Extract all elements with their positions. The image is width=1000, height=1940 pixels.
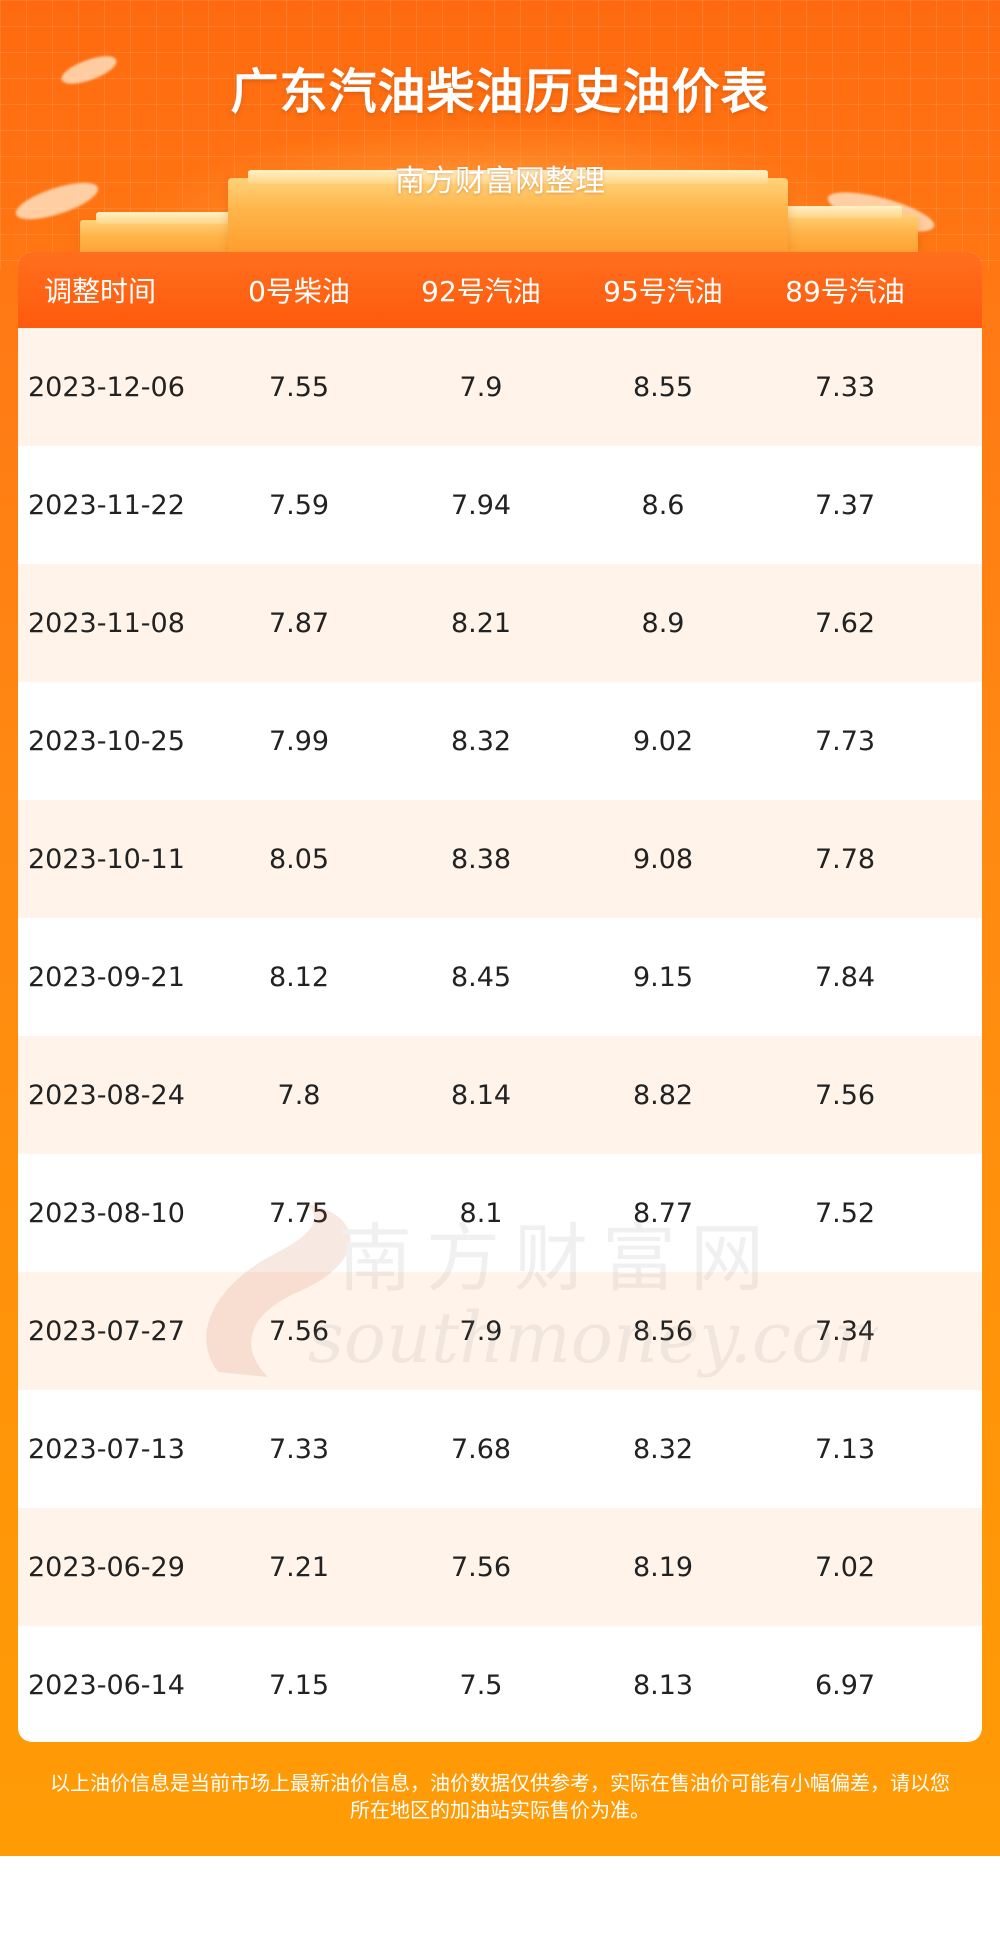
cell-gasoline-92: 7.9 (459, 1315, 503, 1347)
cell-date: 2023-10-25 (28, 725, 185, 757)
cell-gasoline-92: 7.56 (450, 1551, 512, 1583)
cell-diesel-0: 8.12 (268, 961, 330, 993)
cell-gasoline-92: 7.94 (450, 489, 512, 521)
cell-gasoline-95: 8.9 (641, 607, 685, 639)
table-row: 2023-11-08 7.87 8.21 8.9 7.62 (18, 564, 982, 682)
column-header-date: 调整时间 (44, 275, 157, 308)
cell-gasoline-89: 7.62 (814, 607, 876, 639)
column-header-gasoline-92: 92号汽油 (421, 275, 541, 308)
bottom-blank-area (0, 1856, 1000, 1940)
cell-date: 2023-12-06 (28, 371, 185, 403)
price-table-card: 调整时间 0号柴油 92号汽油 95号汽油 89号汽油 2023-12-06 7… (18, 252, 982, 1742)
cell-date: 2023-08-24 (28, 1079, 185, 1111)
cell-gasoline-95: 8.82 (632, 1079, 694, 1111)
cell-gasoline-89: 7.78 (814, 843, 876, 875)
cell-diesel-0: 7.56 (268, 1315, 330, 1347)
cell-gasoline-89: 7.84 (814, 961, 876, 993)
cell-date: 2023-08-10 (28, 1197, 185, 1229)
page-subtitle: 南方财富网整理 (395, 164, 605, 199)
cell-gasoline-95: 8.19 (632, 1551, 694, 1583)
cell-gasoline-92: 8.14 (450, 1079, 512, 1111)
disclaimer-note: 以上油价信息是当前市场上最新油价信息，油价数据仅供参考，实际在售油价可能有小幅偏… (0, 1770, 1000, 1824)
cell-diesel-0: 7.59 (268, 489, 330, 521)
cell-gasoline-89: 7.37 (814, 489, 876, 521)
table-header-row: 调整时间 0号柴油 92号汽油 95号汽油 89号汽油 (18, 252, 982, 328)
decorative-block-center (228, 178, 788, 258)
cell-diesel-0: 7.87 (268, 607, 330, 639)
table-row: 2023-09-21 8.12 8.45 9.15 7.84 (18, 918, 982, 1036)
cell-gasoline-89: 7.33 (814, 371, 876, 403)
cell-date: 2023-06-14 (28, 1669, 185, 1701)
cell-diesel-0: 7.33 (268, 1433, 330, 1465)
cell-diesel-0: 7.8 (277, 1079, 321, 1111)
cell-gasoline-95: 8.13 (632, 1669, 694, 1701)
table-row: 2023-10-11 8.05 8.38 9.08 7.78 (18, 800, 982, 918)
cell-gasoline-95: 8.77 (632, 1197, 694, 1229)
disclaimer-line-1: 以上油价信息是当前市场上最新油价信息，油价数据仅供参考，实际在售油价可能有小幅偏… (50, 1771, 950, 1795)
cell-diesel-0: 7.55 (268, 371, 330, 403)
cell-gasoline-92: 8.1 (459, 1197, 503, 1229)
page-title: 广东汽油柴油历史油价表 (230, 64, 770, 120)
cell-gasoline-95: 8.55 (632, 371, 694, 403)
table-row: 2023-08-10 7.75 8.1 8.77 7.52 (18, 1154, 982, 1272)
cell-gasoline-89: 7.52 (814, 1197, 876, 1229)
table-row: 2023-12-06 7.55 7.9 8.55 7.33 (18, 328, 982, 446)
cell-date: 2023-10-11 (28, 843, 185, 875)
table-row: 2023-10-25 7.99 8.32 9.02 7.73 (18, 682, 982, 800)
cell-gasoline-95: 9.08 (632, 843, 694, 875)
cell-gasoline-92: 8.32 (450, 725, 512, 757)
cell-date: 2023-09-21 (28, 961, 185, 993)
cell-gasoline-95: 9.15 (632, 961, 694, 993)
cell-gasoline-92: 7.9 (459, 371, 503, 403)
cell-date: 2023-07-27 (28, 1315, 185, 1347)
table-row: 2023-07-13 7.33 7.68 8.32 7.13 (18, 1390, 982, 1508)
column-header-gasoline-89: 89号汽油 (785, 275, 905, 308)
cell-gasoline-89: 7.02 (814, 1551, 876, 1583)
decorative-block-center-top (248, 170, 768, 184)
cell-gasoline-92: 7.5 (459, 1669, 503, 1701)
cell-date: 2023-06-29 (28, 1551, 185, 1583)
cell-gasoline-95: 8.6 (641, 489, 685, 521)
cell-gasoline-92: 7.68 (450, 1433, 512, 1465)
poster: 广东汽油柴油历史油价表 南方财富网整理 调整时间 0号柴油 92号汽油 95号汽… (0, 0, 1000, 1856)
table-row: 2023-11-22 7.59 7.94 8.6 7.37 (18, 446, 982, 564)
column-header-diesel-0: 0号柴油 (248, 275, 350, 308)
cell-gasoline-95: 8.56 (632, 1315, 694, 1347)
table-row: 2023-06-14 7.15 7.5 8.13 6.97 (18, 1626, 982, 1742)
cell-gasoline-89: 6.97 (814, 1669, 876, 1701)
cell-diesel-0: 7.75 (268, 1197, 330, 1229)
cell-gasoline-89: 7.13 (814, 1433, 876, 1465)
cell-gasoline-92: 8.21 (450, 607, 512, 639)
cell-diesel-0: 7.99 (268, 725, 330, 757)
cell-gasoline-92: 8.38 (450, 843, 512, 875)
table-row: 2023-07-27 7.56 7.9 8.56 7.34 (18, 1272, 982, 1390)
cell-diesel-0: 8.05 (268, 843, 330, 875)
cell-gasoline-89: 7.56 (814, 1079, 876, 1111)
cell-date: 2023-11-08 (28, 607, 185, 639)
cell-gasoline-89: 7.73 (814, 725, 876, 757)
table-row: 2023-08-24 7.8 8.14 8.82 7.56 (18, 1036, 982, 1154)
cell-gasoline-92: 8.45 (450, 961, 512, 993)
column-header-gasoline-95: 95号汽油 (603, 275, 723, 308)
cell-gasoline-89: 7.34 (814, 1315, 876, 1347)
table-row: 2023-06-29 7.21 7.56 8.19 7.02 (18, 1508, 982, 1626)
cell-diesel-0: 7.15 (268, 1669, 330, 1701)
cell-date: 2023-11-22 (28, 489, 185, 521)
cell-gasoline-95: 8.32 (632, 1433, 694, 1465)
cell-date: 2023-07-13 (28, 1433, 185, 1465)
disclaimer-line-2: 所在地区的加油站实际售价为准。 (350, 1798, 650, 1822)
cell-diesel-0: 7.21 (268, 1551, 330, 1583)
cell-gasoline-95: 9.02 (632, 725, 694, 757)
